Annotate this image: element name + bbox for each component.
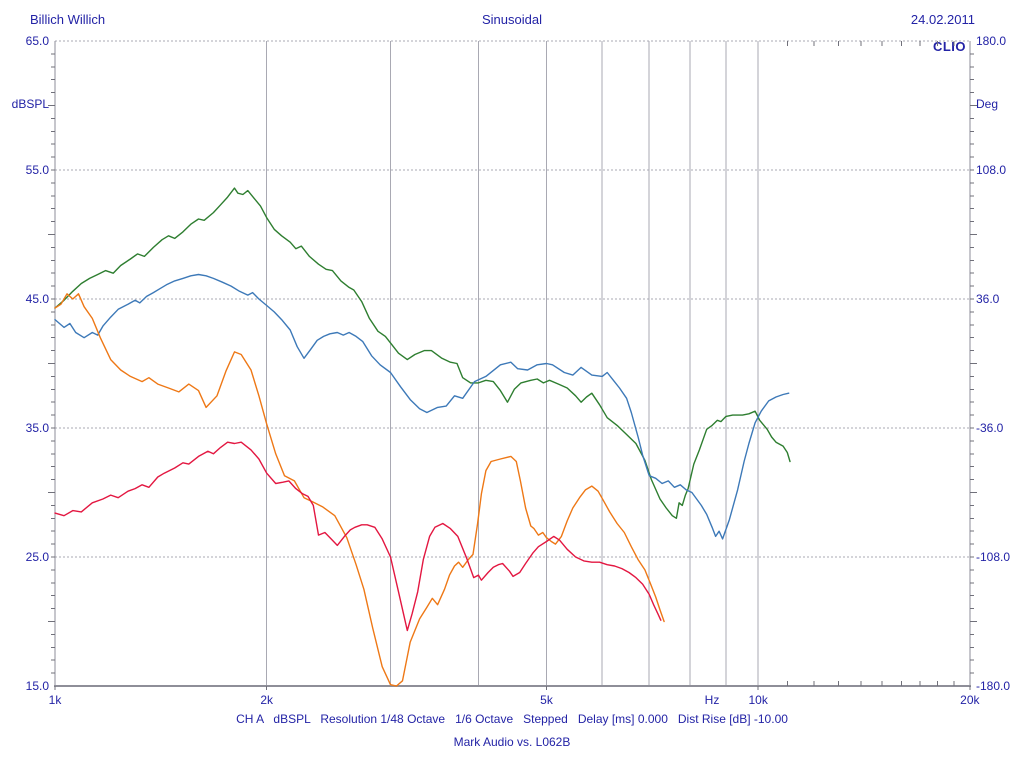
y-left-tick-label: 55.0 — [25, 163, 49, 177]
y-right-tick-label: 36.0 — [976, 292, 1000, 306]
footer-comment: Mark Audio vs. L062B — [453, 735, 571, 749]
y-left-axis-unit: dBSPL — [11, 97, 49, 111]
y-right-tick-label: -180.0 — [976, 679, 1011, 693]
footer-measurement-settings: CH A dBSPL Resolution 1/48 Octave 1/6 Oc… — [236, 712, 788, 726]
y-left-tick-label: 15.0 — [25, 679, 49, 693]
y-left-tick-label: 25.0 — [25, 550, 49, 564]
orange-curve — [54, 293, 665, 687]
x-axis-tick-label: 5k — [540, 693, 553, 707]
header-date: 24.02.2011 — [910, 12, 975, 27]
y-right-tick-label: 108.0 — [976, 163, 1007, 177]
y-right-tick-label: -36.0 — [976, 421, 1004, 435]
y-right-tick-label: -108.0 — [976, 550, 1011, 564]
y-left-tick-label: 35.0 — [25, 421, 49, 435]
header-title-left: Billich Willich — [30, 12, 106, 27]
x-axis-tick-label: 10k — [748, 693, 768, 707]
y-right-axis-unit: Deg — [976, 97, 999, 111]
y-right-tick-label: 180.0 — [976, 34, 1007, 48]
header-signal-type: Sinusoidal — [482, 12, 542, 27]
x-axis-tick-label: 20k — [960, 693, 980, 707]
y-left-tick-label: 45.0 — [25, 292, 49, 306]
x-axis-tick-label: 2k — [260, 693, 274, 707]
x-axis-unit: Hz — [704, 693, 720, 707]
y-left-tick-label: 65.0 — [25, 34, 49, 48]
red-curve — [54, 441, 662, 632]
clio-logo: CLIO — [932, 39, 966, 54]
blue-curve — [54, 273, 790, 540]
green-curve — [54, 187, 791, 519]
x-axis-tick-label: 1k — [48, 693, 62, 707]
